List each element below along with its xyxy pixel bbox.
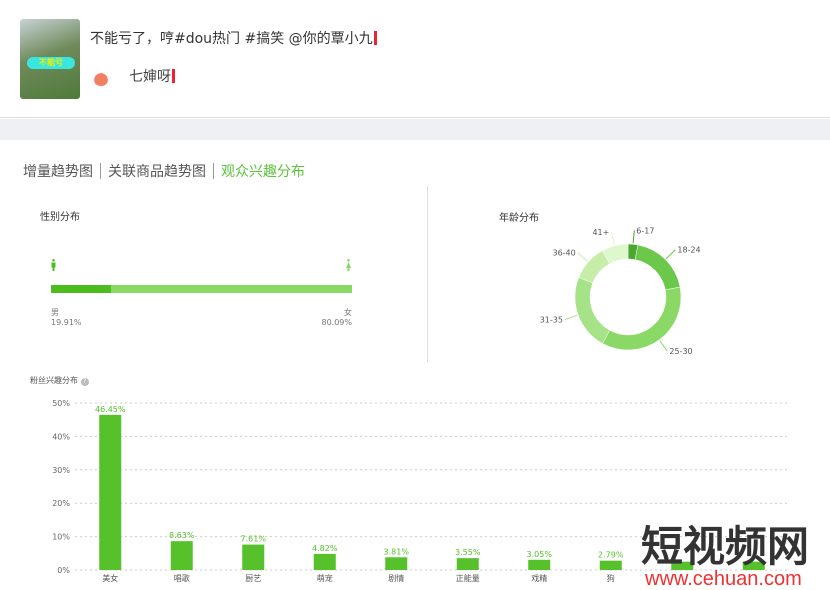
panel-divider	[427, 186, 428, 362]
age-label-leader	[577, 252, 588, 262]
male-share-fill	[51, 285, 111, 293]
bar[interactable]	[99, 414, 122, 570]
author-name[interactable]: 七婶呀	[129, 66, 175, 86]
bar[interactable]	[671, 561, 694, 570]
age-label: 6-17	[636, 226, 654, 235]
author-avatar	[92, 66, 110, 86]
bar[interactable]	[385, 557, 408, 570]
male-icon	[51, 259, 56, 271]
bar-value-label: 7.61%	[241, 535, 267, 544]
female-icon	[346, 259, 351, 271]
age-segment-41+[interactable]	[602, 243, 629, 265]
bar[interactable]	[456, 558, 479, 570]
y-tick-label: 10%	[52, 533, 70, 542]
age-label-leader	[659, 340, 668, 352]
exclamation-icon	[373, 31, 377, 45]
age-title: 年龄分布	[499, 213, 539, 224]
x-category-label: 剧情	[388, 573, 404, 583]
bar[interactable]	[599, 560, 622, 570]
age-label: 41+	[592, 228, 609, 237]
age-label-leader	[632, 230, 635, 244]
info-circle-icon[interactable]: ?	[80, 378, 89, 386]
video-title-text: 不能亏了，哼#dou热门 #搞笑 @你的覃小九	[90, 31, 373, 47]
watermark-logo: 短视频网	[641, 522, 810, 571]
age-label: 36-40	[552, 249, 575, 258]
bar-value-label: 4.82%	[312, 544, 338, 553]
female-label: 女	[344, 308, 352, 317]
tab-product-trend[interactable]: 关联商品趋势图	[108, 164, 206, 180]
x-category-label: 正能量	[456, 573, 480, 583]
author-name-text: 七婶呀	[129, 69, 171, 85]
age-label-leader	[665, 249, 676, 260]
tab-growth-trend[interactable]: 增量趋势图	[23, 164, 93, 180]
age-label-leader	[564, 314, 578, 321]
gender-title: 性别分布	[40, 212, 80, 223]
x-category-label: 美女	[102, 573, 118, 583]
age-segment-31-35[interactable]	[574, 277, 611, 344]
bar-value-label: 3.81%	[384, 547, 410, 556]
y-tick-label: 50%	[52, 399, 70, 408]
tab-audience-interest[interactable]: 观众兴趣分布	[221, 164, 305, 180]
x-category-label: 唱歌	[174, 573, 190, 583]
interest-bar-chart: 0% 10% 20% 30% 40% 50% 46.45% 美女 8.63% 唱歌 7.61% 厨艺 4…	[52, 399, 790, 583]
thumbnail-caption: 不能亏	[27, 57, 75, 69]
video-card: 不能亏 不能亏了，哼#dou热门 #搞笑 @你的覃小九 七婶呀	[0, 0, 830, 118]
female-value: 80.09%	[321, 318, 352, 327]
watermark-url: www.cehuan.com	[645, 568, 802, 590]
bar-value-label: 8.63%	[169, 531, 195, 540]
x-category-label: 狗	[607, 573, 615, 583]
bar-value-label: 46.45%	[95, 405, 126, 414]
x-category-label: 戏精	[531, 573, 547, 583]
exclamation-icon	[172, 69, 175, 83]
age-donut-chart: 6-17 18-24 25-30 31-35 36-40 41+	[540, 226, 701, 356]
bar[interactable]	[170, 541, 193, 570]
section-gap	[0, 119, 830, 140]
interest-title: 粉丝兴趣分布 ?	[30, 375, 89, 386]
interest-title-text: 粉丝兴趣分布	[30, 376, 78, 385]
tab-divider	[100, 163, 101, 179]
age-label: 18-24	[677, 246, 700, 255]
age-label: 25-30	[669, 347, 692, 356]
bar[interactable]	[313, 553, 336, 570]
tab-bar: 增量趋势图 关联商品趋势图 观众兴趣分布	[23, 161, 305, 181]
age-label: 31-35	[540, 316, 563, 325]
age-segment-25-30[interactable]	[602, 286, 682, 351]
bar-value-label: 3.55%	[455, 548, 481, 557]
bar[interactable]	[242, 544, 265, 570]
bar-value-label: 3.05%	[527, 550, 553, 559]
bar[interactable]	[528, 559, 551, 570]
bar[interactable]	[742, 561, 765, 570]
x-category-label: 厨艺	[245, 574, 261, 583]
video-thumbnail[interactable]: 不能亏	[20, 19, 80, 99]
y-tick-label: 0%	[57, 566, 70, 575]
y-tick-label: 40%	[52, 432, 70, 441]
tab-divider	[213, 163, 214, 179]
video-title[interactable]: 不能亏了，哼#dou热门 #搞笑 @你的覃小九	[90, 28, 377, 48]
x-category-label: 萌宠	[317, 573, 333, 583]
bar-value-label: 2.79%	[598, 551, 624, 560]
age-label-leader	[610, 231, 616, 245]
y-tick-label: 30%	[52, 466, 70, 475]
male-label: 男	[51, 308, 59, 317]
y-tick-label: 20%	[52, 499, 70, 508]
male-value: 19.91%	[51, 318, 82, 327]
gender-ratio-bar	[51, 285, 352, 293]
